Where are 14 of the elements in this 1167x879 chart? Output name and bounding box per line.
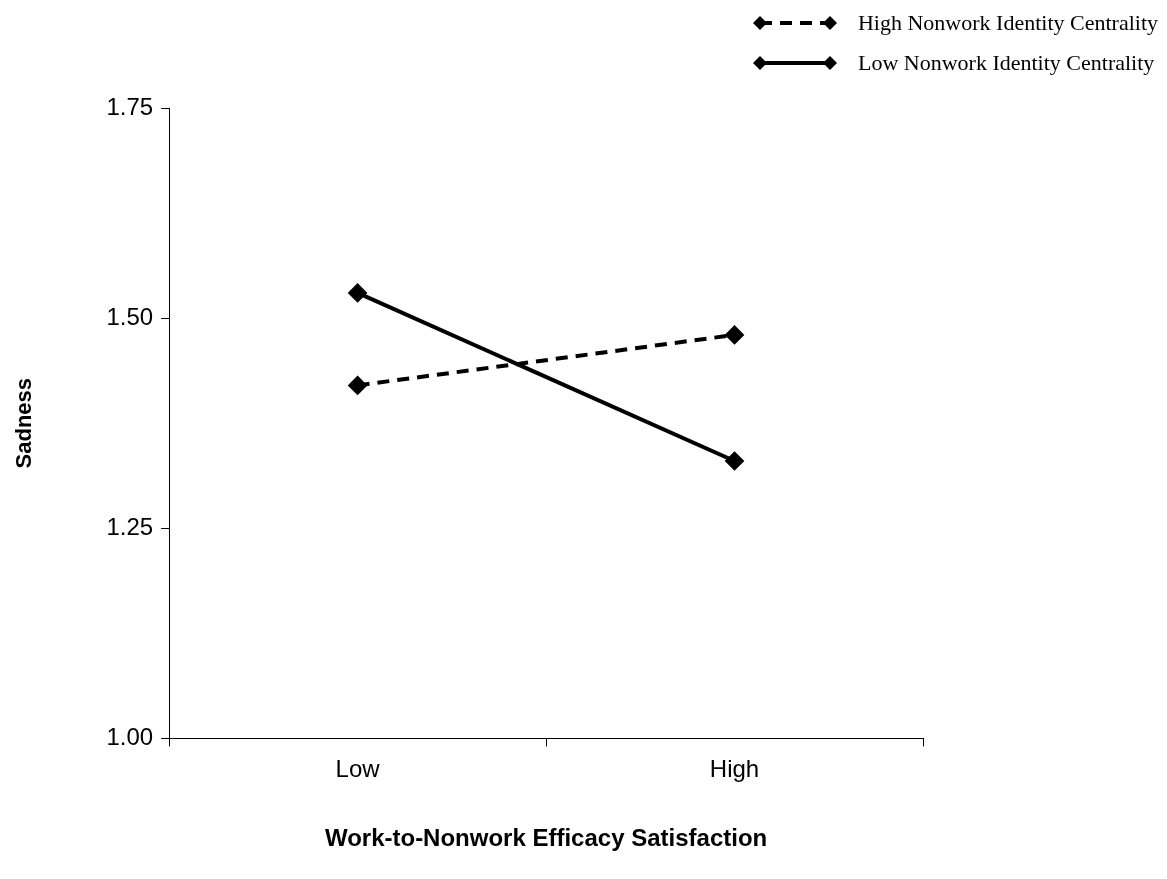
point bbox=[348, 376, 367, 395]
y-tick-label: 1.75 bbox=[106, 92, 154, 120]
x-tick-label: High bbox=[709, 755, 760, 783]
legend-label: Low Nonwork Identity Centrality bbox=[857, 50, 1155, 76]
x-tick-label: Low bbox=[335, 755, 381, 783]
legend-label: High Nonwork Identity Centrality bbox=[857, 10, 1158, 36]
point bbox=[725, 325, 744, 344]
x-axis-title: Work-to-Nonwork Efficacy Satisfaction bbox=[324, 824, 768, 852]
y-tick-label: 1.50 bbox=[106, 302, 154, 330]
point bbox=[725, 452, 744, 471]
point bbox=[348, 283, 367, 302]
y-tick-label: 1.00 bbox=[106, 723, 154, 751]
y-tick-label: 1.25 bbox=[106, 512, 154, 540]
y-axis-title: Sadness bbox=[11, 377, 37, 469]
